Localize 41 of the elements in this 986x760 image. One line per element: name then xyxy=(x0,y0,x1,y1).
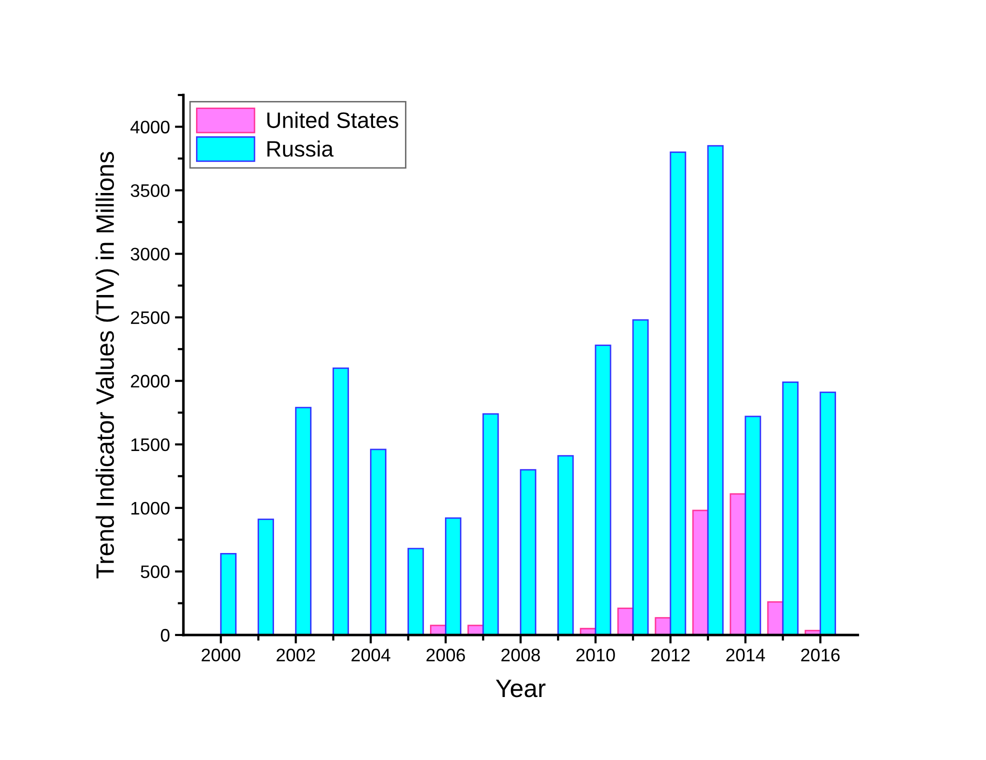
bar xyxy=(444,517,462,635)
y-tick-label: 2000 xyxy=(130,374,170,388)
bar xyxy=(258,518,274,635)
y-tick-label: 1000 xyxy=(131,502,170,515)
bar xyxy=(820,392,836,635)
bar xyxy=(408,548,424,635)
bar xyxy=(482,413,499,635)
x-tick-label: 2000 xyxy=(202,648,240,662)
bar xyxy=(332,367,349,635)
x-tick-label: 2006 xyxy=(426,648,465,662)
legend-label: United States xyxy=(267,112,398,128)
y-tick-label: 1500 xyxy=(131,438,170,452)
legend-label: Russia xyxy=(267,140,334,157)
bar xyxy=(632,319,649,635)
y-tick-label: 2500 xyxy=(130,311,170,324)
y-tick-label: 500 xyxy=(140,565,170,578)
bar xyxy=(692,510,709,635)
x-tick-label: 2002 xyxy=(276,648,315,662)
x-axis-title: Year xyxy=(496,680,546,698)
x-tick-label: 2012 xyxy=(651,648,690,662)
x-tick-label: 2010 xyxy=(576,648,615,662)
bar xyxy=(520,469,536,635)
bar xyxy=(730,493,746,635)
y-tick-label: 3500 xyxy=(130,184,170,198)
y-axis-title: Trend Indicator Values (TIV) in Millions xyxy=(96,152,119,578)
x-tick-label: 2014 xyxy=(726,648,765,662)
bar xyxy=(295,406,312,635)
bar xyxy=(370,448,386,635)
x-tick-label: 2004 xyxy=(352,648,390,662)
y-tick-label: 4000 xyxy=(130,120,170,134)
y-tick-label: 3000 xyxy=(130,248,170,261)
x-tick-label: 2008 xyxy=(501,648,540,662)
bar xyxy=(557,455,574,635)
bar xyxy=(707,145,724,635)
x-tick-label: 2016 xyxy=(801,648,840,662)
bar xyxy=(670,151,686,635)
y-tick-label: 0 xyxy=(160,628,170,642)
bar xyxy=(594,344,612,635)
bar xyxy=(744,416,762,635)
bar xyxy=(220,552,237,635)
bar xyxy=(782,381,799,635)
